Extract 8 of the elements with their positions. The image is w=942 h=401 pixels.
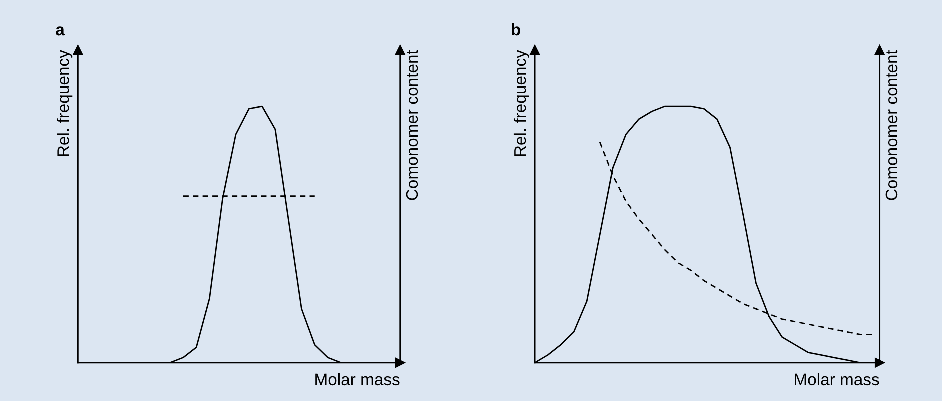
chart-title: a: [56, 26, 66, 36]
y-axis-title: Rel. frequency: [514, 50, 530, 156]
x-axis-title: Molar mass: [795, 373, 880, 386]
y2-axis-title: Comonomer content: [406, 50, 418, 200]
y2-axis-title: Comonomer content: [886, 50, 898, 200]
x-axis-title: Molar mass: [316, 373, 400, 386]
y-axis-title: Rel. frequency: [57, 50, 73, 156]
chart-title: b: [512, 23, 520, 36]
